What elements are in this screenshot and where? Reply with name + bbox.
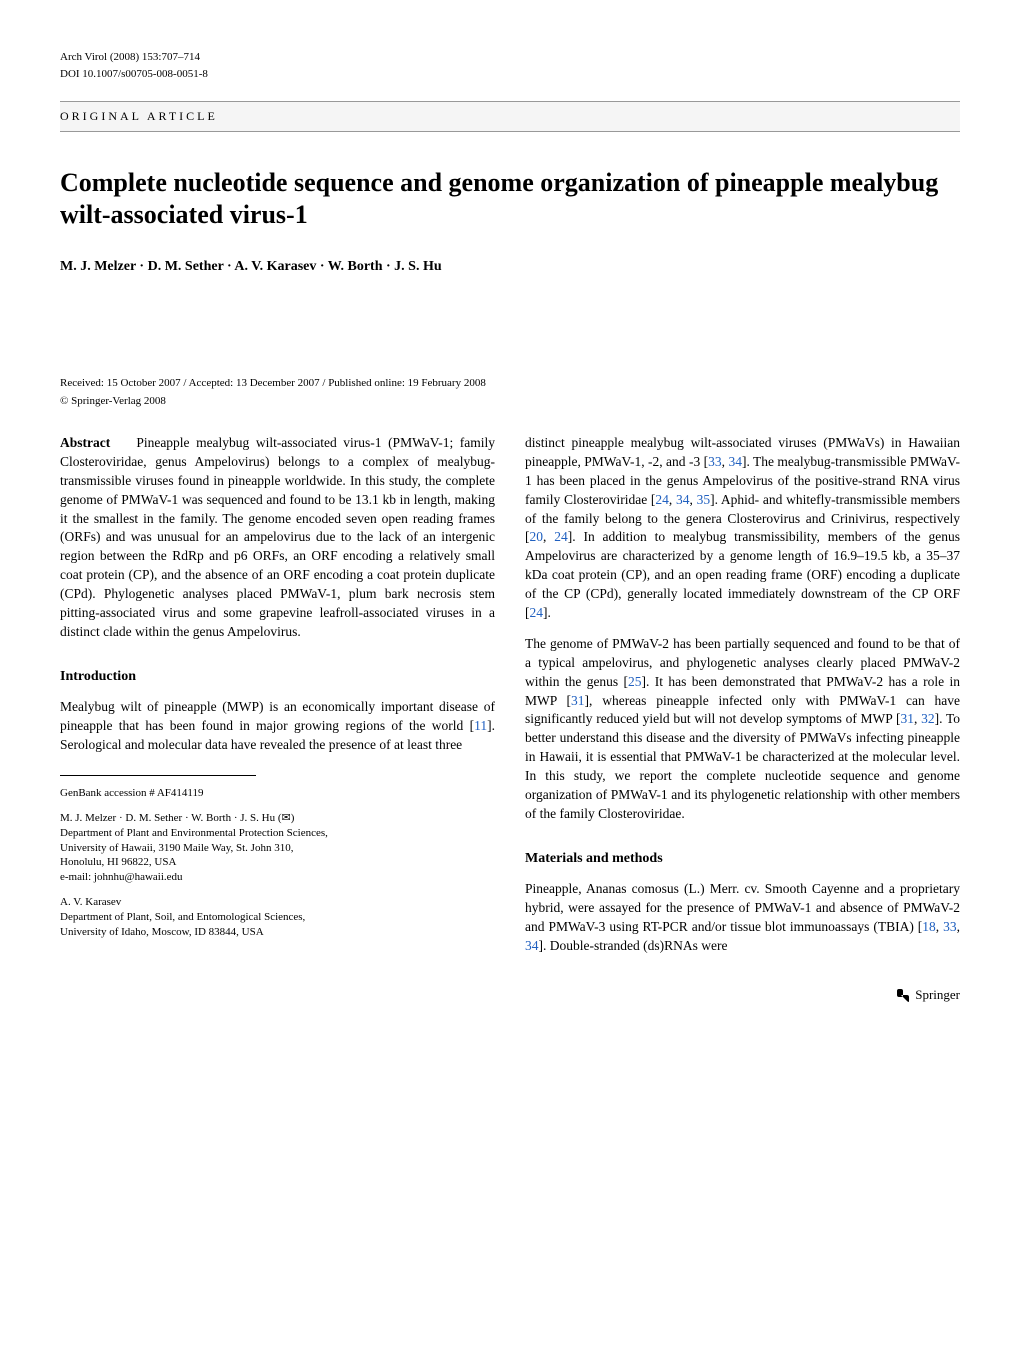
comma: , — [957, 919, 960, 934]
header-meta: Arch Virol (2008) 153:707–714 DOI 10.100… — [60, 50, 960, 83]
citation-ref[interactable]: 35 — [697, 492, 711, 507]
affil-univ: University of Hawaii, 3190 Maile Way, St… — [60, 841, 495, 856]
genbank-accession: GenBank accession # AF414119 — [60, 786, 495, 801]
affil-dept: Department of Plant and Environmental Pr… — [60, 826, 495, 841]
introduction-heading: Introduction — [60, 667, 495, 687]
springer-text: Springer — [915, 987, 960, 1002]
citation-ref[interactable]: 31 — [901, 711, 915, 726]
author-list: M. J. Melzer · D. M. Sether · A. V. Kara… — [60, 257, 960, 277]
materials-paragraph: Pineapple, Ananas comosus (L.) Merr. cv.… — [525, 880, 960, 956]
right-para-2: The genome of PMWaV-2 has been partially… — [525, 635, 960, 824]
rp1-e: ]. — [543, 605, 551, 620]
citation-ref[interactable]: 18 — [922, 919, 936, 934]
affil-authors: M. J. Melzer · D. M. Sether · W. Borth ·… — [60, 811, 495, 826]
abstract-text: Pineapple mealybug wilt-associated virus… — [60, 435, 495, 639]
journal-citation: Arch Virol (2008) 153:707–714 — [60, 50, 960, 65]
affil-email: e-mail: johnhu@hawaii.edu — [60, 870, 495, 885]
citation-ref[interactable]: 31 — [571, 693, 585, 708]
right-column: distinct pineapple mealybug wilt-associa… — [525, 434, 960, 1005]
affiliation-block-1: M. J. Melzer · D. M. Sether · W. Borth ·… — [60, 811, 495, 885]
citation-ref[interactable]: 34 — [676, 492, 690, 507]
springer-logo: Springer — [525, 986, 960, 1005]
affil2-author: A. V. Karasev — [60, 895, 495, 910]
mat-a: Pineapple, Ananas comosus (L.) Merr. cv.… — [525, 881, 960, 934]
citation-ref[interactable]: 20 — [530, 529, 544, 544]
intro-text-a: Mealybug wilt of pineapple (MWP) is an e… — [60, 699, 495, 733]
springer-icon — [894, 987, 912, 1005]
doi: DOI 10.1007/s00705-008-0051-8 — [60, 67, 960, 82]
dates-line: Received: 15 October 2007 / Accepted: 13… — [60, 376, 960, 391]
rp1-d: ]. In addition to mealybug transmissibil… — [525, 529, 960, 620]
citation-ref[interactable]: 33 — [943, 919, 957, 934]
comma: , — [669, 492, 676, 507]
left-column: Abstract Pineapple mealybug wilt-associa… — [60, 434, 495, 1005]
introduction-paragraph: Mealybug wilt of pineapple (MWP) is an e… — [60, 698, 495, 755]
right-para-1: distinct pineapple mealybug wilt-associa… — [525, 434, 960, 623]
abstract-paragraph: Abstract Pineapple mealybug wilt-associa… — [60, 434, 495, 642]
two-column-layout: Abstract Pineapple mealybug wilt-associa… — [60, 434, 960, 1005]
article-type-label: ORIGINAL ARTICLE — [60, 101, 960, 132]
abstract-label: Abstract — [60, 435, 110, 450]
citation-ref[interactable]: 11 — [474, 718, 487, 733]
footer-divider — [60, 775, 256, 776]
comma: , — [543, 529, 554, 544]
affil2-dept: Department of Plant, Soil, and Entomolog… — [60, 910, 495, 925]
citation-ref[interactable]: 25 — [628, 674, 642, 689]
copyright-line: © Springer-Verlag 2008 — [60, 394, 960, 409]
citation-ref[interactable]: 24 — [655, 492, 669, 507]
comma: , — [689, 492, 696, 507]
mat-b: ]. Double-stranded (ds)RNAs were — [539, 938, 728, 953]
affil-city: Honolulu, HI 96822, USA — [60, 855, 495, 870]
rp2-d: ]. To better understand this disease and… — [525, 711, 960, 820]
citation-ref[interactable]: 34 — [525, 938, 539, 953]
citation-ref[interactable]: 34 — [728, 454, 742, 469]
rp2-c: ], whereas pineapple infected only with … — [525, 693, 960, 727]
affil2-univ: University of Idaho, Moscow, ID 83844, U… — [60, 925, 495, 940]
citation-ref[interactable]: 32 — [921, 711, 935, 726]
affiliation-block-2: A. V. Karasev Department of Plant, Soil,… — [60, 895, 495, 940]
materials-heading: Materials and methods — [525, 849, 960, 869]
citation-ref[interactable]: 33 — [708, 454, 722, 469]
citation-ref[interactable]: 24 — [530, 605, 544, 620]
citation-ref[interactable]: 24 — [554, 529, 568, 544]
article-title: Complete nucleotide sequence and genome … — [60, 167, 960, 232]
